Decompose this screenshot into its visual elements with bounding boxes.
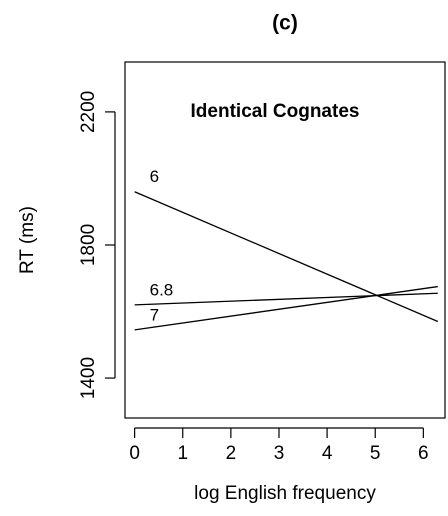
series-line: [134, 285, 438, 331]
y-tick-label: 1400: [78, 357, 99, 399]
x-axis-label: log English frequency: [194, 483, 376, 504]
x-tick-label: 5: [370, 443, 381, 464]
chart-title: (c): [272, 12, 298, 35]
series-label: 7: [150, 305, 159, 324]
x-tick-label: 1: [177, 443, 188, 464]
x-tick-label: 3: [274, 443, 285, 464]
series-line: [134, 292, 438, 306]
y-axis-label: RT (ms): [17, 206, 38, 274]
series-label: 6.8: [150, 280, 174, 299]
series-label: 6: [150, 167, 159, 186]
x-tick-label: 0: [129, 443, 140, 464]
x-tick-label: 2: [226, 443, 237, 464]
series-line: [134, 191, 439, 323]
plot-frame: [124, 61, 446, 419]
annotation: Identical Cognates: [191, 101, 360, 122]
x-tick-label: 6: [418, 443, 429, 464]
y-tick-label: 1800: [78, 224, 99, 266]
x-tick-label: 4: [322, 443, 333, 464]
y-tick-label: 2200: [78, 91, 99, 133]
